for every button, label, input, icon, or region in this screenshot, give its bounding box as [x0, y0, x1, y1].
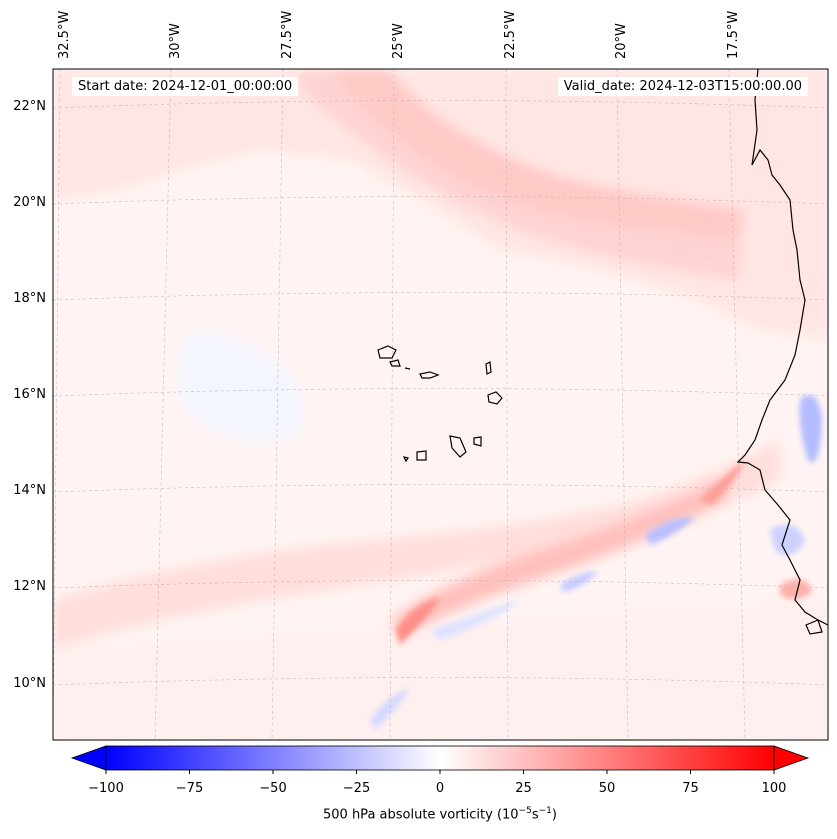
lon-label: 25°W [391, 23, 406, 59]
lon-label: 27.5°W [280, 10, 295, 59]
africa-coastline [736, 69, 828, 626]
colorbar-label: 500 hPa absolute vorticity (10−5s−1) [323, 806, 557, 823]
colorbar-ticks [105, 770, 775, 774]
colorbar-tick-label: −50 [259, 781, 287, 796]
lat-label: 18°N [13, 291, 46, 306]
island-sal [485, 361, 492, 375]
lat-label: 10°N [13, 676, 46, 691]
island-sao-nicolau [419, 371, 440, 379]
island-boa-vista [487, 391, 503, 405]
island-santa-luzia [404, 367, 411, 370]
colorbar-tick-label: 25 [515, 781, 532, 796]
colorbar-tick-label: 50 [598, 781, 616, 796]
colorbar-extend-min [70, 745, 107, 771]
lon-label: 22.5°W [503, 10, 518, 59]
colorbar-tick-label: 100 [761, 781, 787, 796]
island-brava [402, 456, 409, 463]
graticule [53, 69, 828, 740]
vorticity-field [53, 69, 828, 740]
island-santiago [449, 435, 467, 458]
lon-label: 32.5°W [57, 10, 72, 59]
colorbar-extend-max [773, 745, 810, 771]
lat-label: 12°N [13, 579, 46, 594]
colorbar-tick-label: 0 [435, 781, 445, 796]
island-fogo [416, 450, 427, 461]
coastline [377, 69, 828, 635]
lon-label: 20°W [614, 23, 629, 59]
colorbar-tick-label: 75 [682, 781, 699, 796]
colorbar-tick-label: −100 [88, 781, 124, 796]
island-maio [473, 436, 482, 447]
lat-label: 16°N [13, 387, 46, 402]
island-sao-vicente [389, 359, 401, 367]
lon-label: 17.5°W [726, 10, 741, 59]
valid-date-label: Valid_date: 2024-12-03T15:00:00.00 [557, 77, 808, 96]
lat-label: 20°N [13, 195, 46, 210]
bijagos-islands [805, 619, 823, 635]
start-date-label: Start date: 2024-12-01_00:00:00 [72, 77, 299, 96]
lon-label: 30°W [168, 23, 183, 59]
island-santo-antao [377, 345, 397, 359]
map-frame [52, 68, 829, 741]
colorbar [70, 745, 810, 774]
colorbar-gradient [105, 745, 775, 771]
colorbar-tick-label: −25 [342, 781, 371, 796]
lat-label: 14°N [13, 483, 46, 498]
lat-label: 22°N [13, 99, 46, 114]
colorbar-tick-label: −75 [175, 781, 204, 796]
